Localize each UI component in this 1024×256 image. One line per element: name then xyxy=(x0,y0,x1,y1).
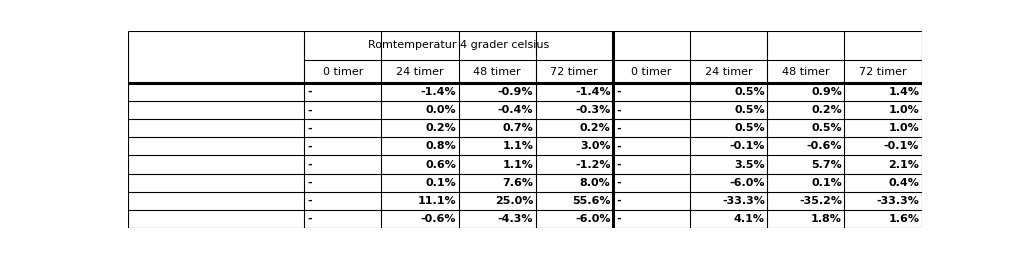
Text: 1.4%: 1.4% xyxy=(888,87,920,97)
Text: 7.6%: 7.6% xyxy=(503,178,534,188)
Text: 1.1%: 1.1% xyxy=(503,142,534,152)
Text: -: - xyxy=(616,196,621,206)
Text: Romtemperatur 4 grader celsius: Romtemperatur 4 grader celsius xyxy=(368,40,549,50)
Text: -1.4%: -1.4% xyxy=(421,87,456,97)
Text: -: - xyxy=(616,87,621,97)
Text: -1.2%: -1.2% xyxy=(575,159,610,169)
Text: -0.1%: -0.1% xyxy=(729,142,765,152)
Text: -0.3%: -0.3% xyxy=(575,105,610,115)
Text: -: - xyxy=(307,196,312,206)
Text: 1.6%: 1.6% xyxy=(888,214,920,224)
Text: 0.2%: 0.2% xyxy=(425,123,456,133)
Text: 0 timer: 0 timer xyxy=(631,67,672,77)
Text: 3.0%: 3.0% xyxy=(580,142,610,152)
Text: 24 timer: 24 timer xyxy=(396,67,443,77)
Text: -: - xyxy=(307,159,312,169)
Text: 3.5%: 3.5% xyxy=(734,159,765,169)
Text: -6.0%: -6.0% xyxy=(575,214,610,224)
Text: 5.7%: 5.7% xyxy=(811,159,842,169)
Text: -35.2%: -35.2% xyxy=(799,196,842,206)
Text: 1.1%: 1.1% xyxy=(503,159,534,169)
Text: 0.4%: 0.4% xyxy=(889,178,920,188)
Text: -: - xyxy=(307,105,312,115)
Text: -0.6%: -0.6% xyxy=(421,214,456,224)
Text: -33.3%: -33.3% xyxy=(877,196,920,206)
Text: 1.0%: 1.0% xyxy=(889,105,920,115)
Text: -0.1%: -0.1% xyxy=(884,142,920,152)
Text: 0.2%: 0.2% xyxy=(580,123,610,133)
Text: 72 timer: 72 timer xyxy=(551,67,598,77)
Text: 2.1%: 2.1% xyxy=(889,159,920,169)
Text: -0.6%: -0.6% xyxy=(807,142,842,152)
Text: 1.0%: 1.0% xyxy=(889,123,920,133)
Text: -0.9%: -0.9% xyxy=(498,87,534,97)
Text: -: - xyxy=(307,142,312,152)
Text: -: - xyxy=(307,214,312,224)
Text: 0.5%: 0.5% xyxy=(734,123,765,133)
Text: -: - xyxy=(616,105,621,115)
Text: 0.5%: 0.5% xyxy=(734,105,765,115)
Text: -: - xyxy=(616,214,621,224)
Text: -4.3%: -4.3% xyxy=(498,214,534,224)
Text: 0.1%: 0.1% xyxy=(425,178,456,188)
Text: -1.4%: -1.4% xyxy=(574,87,610,97)
Text: 0.8%: 0.8% xyxy=(425,142,456,152)
Text: 72 timer: 72 timer xyxy=(859,67,907,77)
Text: 0.6%: 0.6% xyxy=(425,159,456,169)
Text: -: - xyxy=(307,87,312,97)
Text: 8.0%: 8.0% xyxy=(580,178,610,188)
Text: 0.0%: 0.0% xyxy=(426,105,456,115)
Text: -: - xyxy=(616,123,621,133)
Text: 0.2%: 0.2% xyxy=(811,105,842,115)
Text: 0 timer: 0 timer xyxy=(323,67,362,77)
Text: -: - xyxy=(307,123,312,133)
Text: -: - xyxy=(616,178,621,188)
Text: -: - xyxy=(616,159,621,169)
Text: 0.5%: 0.5% xyxy=(734,87,765,97)
Text: -: - xyxy=(307,178,312,188)
Text: 1.8%: 1.8% xyxy=(811,214,842,224)
Text: 48 timer: 48 timer xyxy=(782,67,829,77)
Text: -33.3%: -33.3% xyxy=(722,196,765,206)
Text: 55.6%: 55.6% xyxy=(572,196,610,206)
Text: 25.0%: 25.0% xyxy=(495,196,534,206)
Text: -: - xyxy=(616,142,621,152)
Text: 11.1%: 11.1% xyxy=(418,196,456,206)
Text: 0.9%: 0.9% xyxy=(811,87,842,97)
Text: 0.1%: 0.1% xyxy=(811,178,842,188)
Text: 48 timer: 48 timer xyxy=(473,67,521,77)
Text: 4.1%: 4.1% xyxy=(734,214,765,224)
Text: -0.4%: -0.4% xyxy=(498,105,534,115)
Text: 0.5%: 0.5% xyxy=(811,123,842,133)
Text: -6.0%: -6.0% xyxy=(729,178,765,188)
Text: 24 timer: 24 timer xyxy=(705,67,753,77)
Text: 0.7%: 0.7% xyxy=(503,123,534,133)
